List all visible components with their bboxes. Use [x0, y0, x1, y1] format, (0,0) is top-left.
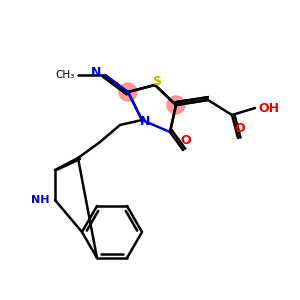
Circle shape: [167, 96, 185, 114]
Text: O: O: [181, 134, 191, 147]
Circle shape: [119, 83, 137, 101]
Text: N: N: [91, 67, 101, 80]
Text: S: S: [152, 75, 161, 88]
Text: N: N: [140, 115, 150, 128]
Text: CH₃: CH₃: [56, 70, 75, 80]
Text: O: O: [235, 122, 245, 135]
Text: NH: NH: [32, 195, 50, 205]
Text: OH: OH: [258, 101, 279, 115]
